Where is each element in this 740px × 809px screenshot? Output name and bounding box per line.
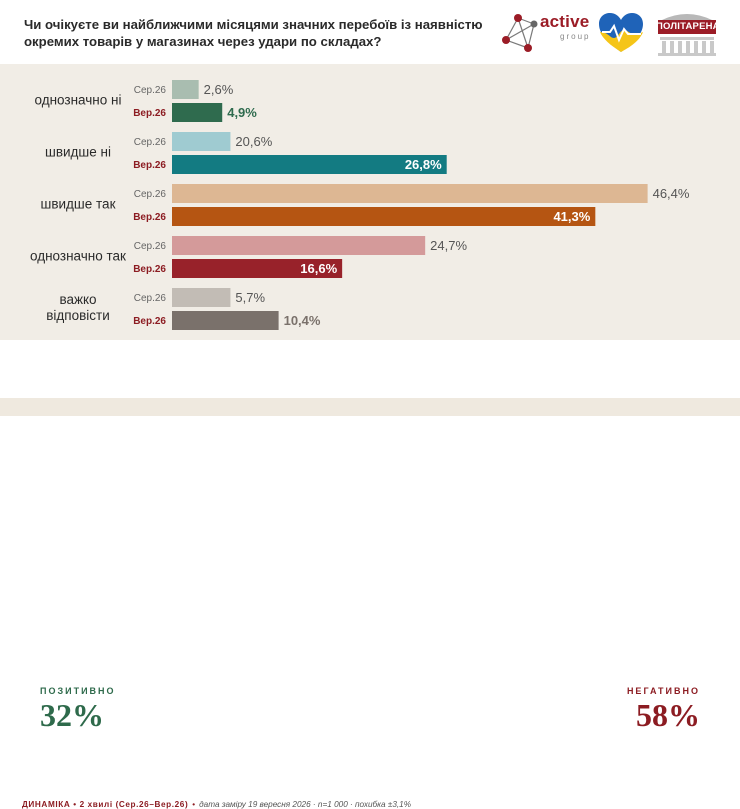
series-label: Сер.26	[134, 85, 167, 96]
bar	[172, 103, 223, 122]
bar	[172, 132, 231, 151]
negative-value: 58%	[636, 697, 700, 733]
active-logo-subtext: group	[560, 32, 591, 41]
politarena-logo-icon	[658, 14, 716, 56]
header: Чи очікуєте ви найближчими місяцями знач…	[0, 0, 740, 64]
footer-strip: ДИНАМІКА • 2 хвилі (Сер.26–Вер.26) • дата …	[0, 398, 740, 809]
summary-band: ПОЗИТИВНО 32% НЕГАТИВНО 58%	[0, 340, 740, 733]
series-label: Сер.26	[134, 293, 167, 304]
category-label: однозначно так	[30, 249, 126, 264]
chart-area: однозначно ні Сер.26 2,6% Вер.26 4,9% швидше …	[0, 64, 740, 340]
positive-label: ПОЗИТИВНО	[40, 686, 116, 696]
footnote-meta: дата заміру 19 вересня 2026 · n=1 000 · …	[199, 800, 412, 809]
active-group-logo-icon	[502, 14, 538, 52]
data-label: 46,4%	[653, 186, 690, 201]
bar	[172, 311, 279, 330]
category-label: важко відповісти	[46, 292, 110, 323]
footnote-main: ДИНАМІКА • 2 хвилі (Сер.26–Вер.26)	[22, 800, 189, 809]
category-label: швидше так	[41, 197, 116, 212]
series-label: Вер.26	[133, 316, 166, 327]
footnote: ДИНАМІКА • 2 хвилі (Сер.26–Вер.26) • дата …	[22, 800, 411, 809]
bar	[172, 80, 199, 99]
series-label: Сер.26	[134, 189, 167, 200]
data-label: 41,3%	[553, 209, 590, 224]
data-label: 10,4%	[284, 313, 321, 328]
category-label: однозначно ні	[35, 93, 122, 108]
series-label: Сер.26	[134, 137, 167, 148]
ukraine-heart-icon	[599, 13, 643, 52]
footnote-separator: •	[192, 800, 196, 809]
chart-title: Чи очікуєте ви найближчими місяцями знач…	[24, 17, 483, 49]
series-label: Вер.26	[133, 264, 166, 275]
active-logo-text: active	[540, 12, 590, 31]
bar	[172, 236, 426, 255]
data-label: 5,7%	[235, 290, 265, 305]
category-label: швидше ні	[45, 145, 111, 160]
positive-value: 32%	[40, 697, 104, 733]
series-label: Вер.26	[133, 160, 166, 171]
series-label: Вер.26	[133, 108, 166, 119]
bar	[172, 184, 648, 203]
bar	[172, 207, 596, 226]
data-label: 16,6%	[300, 261, 337, 276]
data-label: 20,6%	[235, 134, 272, 149]
data-label: 4,9%	[227, 105, 257, 120]
bar	[172, 288, 231, 307]
bar	[172, 259, 343, 278]
bar	[172, 155, 447, 174]
data-label: 24,7%	[430, 238, 467, 253]
data-label: 2,6%	[204, 82, 234, 97]
negative-label: НЕГАТИВНО	[626, 686, 700, 696]
series-label: Вер.26	[133, 212, 166, 223]
series-label: Сер.26	[134, 241, 167, 252]
data-label: 26,8%	[405, 157, 442, 172]
politarena-logo-text: ПОЛІТАРЕНА	[656, 21, 720, 32]
bar-chart: однозначно ні Сер.26 2,6% Вер.26 4,9% швидше …	[30, 80, 690, 330]
